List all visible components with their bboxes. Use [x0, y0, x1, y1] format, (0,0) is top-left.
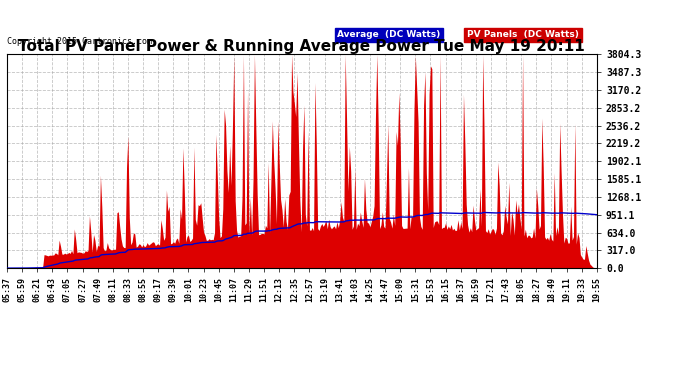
Text: Average  (DC Watts): Average (DC Watts): [337, 30, 440, 39]
Text: PV Panels  (DC Watts): PV Panels (DC Watts): [467, 30, 579, 39]
Text: Copyright 2015 Cartronics.com: Copyright 2015 Cartronics.com: [7, 37, 152, 46]
Title: Total PV Panel Power & Running Average Power Tue May 19 20:11: Total PV Panel Power & Running Average P…: [19, 39, 585, 54]
